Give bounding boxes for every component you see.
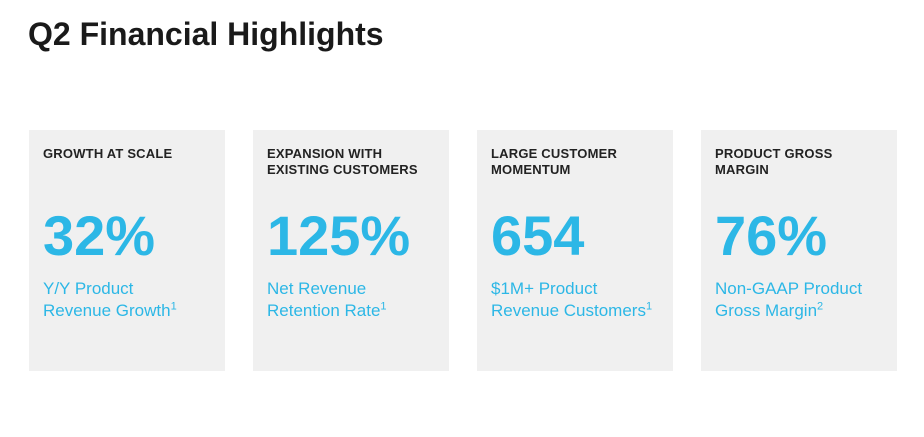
card-description-text: Revenue Customers (491, 301, 646, 320)
footnote-marker: 1 (645, 300, 653, 313)
card-heading-line: EXISTING CUSTOMERS (267, 162, 418, 177)
card-value: 76% (715, 204, 828, 267)
card-value: 32% (43, 204, 156, 267)
footnote-marker: 2 (817, 300, 824, 313)
card-heading-line: EXPANSION WITH (267, 146, 383, 161)
card-heading-line: GROWTH AT SCALE (43, 146, 173, 161)
card-heading: PRODUCT GROSS MARGIN (715, 146, 883, 180)
footnote-marker: 1 (380, 300, 387, 313)
card-description-line: Net Revenue (267, 279, 367, 298)
card-heading-line: PRODUCT GROSS (715, 146, 833, 161)
card-heading-line: MOMENTUM (491, 162, 571, 177)
card-description-line: $1M+ Product (491, 279, 598, 298)
metric-card-growth: GROWTH AT SCALE 32% Y/Y Product Revenue … (29, 130, 225, 371)
page-title: Q2 Financial Highlights (28, 16, 384, 52)
card-heading: GROWTH AT SCALE (43, 146, 211, 180)
card-description-line: Revenue Growth1 (43, 300, 211, 322)
card-description-line: Non-GAAP Product (715, 279, 863, 298)
card-description: Net Revenue Retention Rate1 (267, 278, 435, 322)
card-description-text: Revenue Growth (43, 301, 171, 320)
card-description: $1M+ Product Revenue Customers1 (491, 278, 659, 322)
card-value: 125% (267, 204, 411, 267)
card-description-line: Revenue Customers1 (491, 300, 659, 322)
metric-card-large-customers: LARGE CUSTOMER MOMENTUM 654 $1M+ Product… (477, 130, 673, 371)
card-description-text: Gross Margin (715, 301, 818, 320)
card-heading-line: LARGE CUSTOMER (491, 146, 618, 161)
card-value: 654 (491, 204, 585, 267)
card-description-line: Gross Margin2 (715, 300, 883, 322)
footnote-marker: 1 (170, 300, 177, 313)
card-heading: LARGE CUSTOMER MOMENTUM (491, 146, 659, 180)
metric-card-gross-margin: PRODUCT GROSS MARGIN 76% Non-GAAP Produc… (701, 130, 897, 371)
card-heading-line: MARGIN (715, 162, 769, 177)
card-description-line: Y/Y Product (43, 279, 134, 298)
card-description-line: Retention Rate1 (267, 300, 435, 322)
card-description-text: Retention Rate (267, 301, 381, 320)
card-heading: EXPANSION WITH EXISTING CUSTOMERS (267, 146, 435, 180)
card-description: Y/Y Product Revenue Growth1 (43, 278, 211, 322)
card-description: Non-GAAP Product Gross Margin2 (715, 278, 883, 322)
metric-card-expansion: EXPANSION WITH EXISTING CUSTOMERS 125% N… (253, 130, 449, 371)
